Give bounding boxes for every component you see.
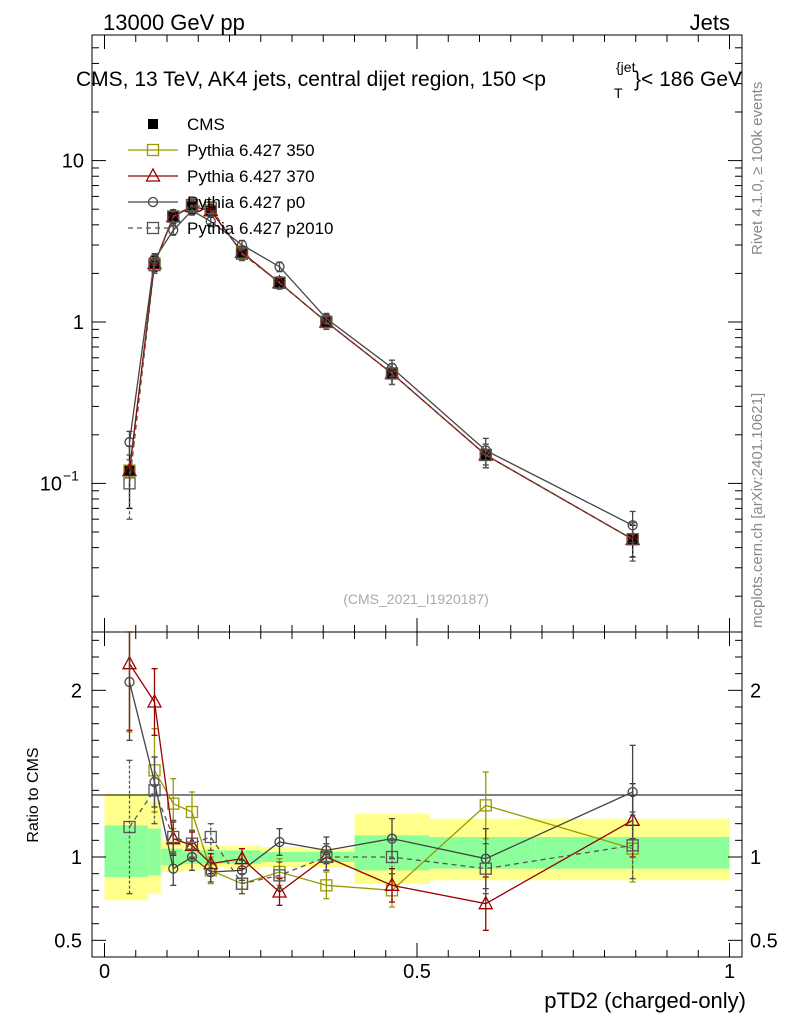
main-pythia-6-427-p2010-line — [128, 204, 633, 540]
ratio-pythia-6-427-p0-point — [168, 863, 179, 874]
main-pythia-6-427-p2010-point — [479, 448, 492, 462]
main-pythia-6-427-p0-point — [124, 437, 135, 448]
ratio-band-inner — [160, 848, 183, 866]
ratio-pythia-6-427-370-point — [384, 876, 400, 891]
ratio-y-tick-label-right: 2 — [750, 680, 761, 702]
ratio-y-axis-label: Ratio to CMS — [25, 747, 42, 842]
plot-title: CMS, 13 TeV, AK4 jets, central dijet reg… — [76, 68, 546, 91]
main-pythia-6-427-p2010-point — [123, 477, 136, 490]
ratio-pythia-6-427-p2010-point — [385, 850, 399, 864]
main-pythia-6-427-370-point — [121, 462, 138, 477]
ratio-y-tick-label: 2 — [71, 680, 82, 702]
legend-marker — [148, 119, 158, 129]
main-pythia-6-427-p2010-point — [185, 198, 199, 212]
main-pythia-6-427-370-line — [128, 205, 633, 540]
main-pythia-6-427-p2010-point — [320, 315, 333, 329]
legend-label: Pythia 6.427 370 — [187, 167, 315, 186]
legend-label: Pythia 6.427 p0 — [187, 193, 305, 212]
ratio-pythia-6-427-p0-point — [236, 865, 248, 876]
ratio-pythia-6-427-350-point — [320, 879, 333, 892]
ratio-pythia-6-427-p0-point — [124, 676, 135, 688]
legend-marker — [146, 221, 160, 235]
header-right-label: Jets — [690, 10, 730, 35]
ratio-pythia-6-427-p0-point — [186, 851, 198, 863]
mcplots-label: mcplots.cern.ch [arXiv:2401.10621] — [749, 393, 766, 628]
ratio-pythia-6-427-350-point — [167, 797, 180, 810]
main-pythia-6-427-p2010-point — [385, 367, 399, 380]
ratio-pythia-6-427-p2010-point — [626, 839, 639, 852]
main-pythia-6-427-370-point — [203, 202, 219, 217]
main-y-tick-label: 10 — [40, 473, 62, 495]
ratio-uncertainty-bands — [104, 793, 730, 901]
plot-title-subscript: T — [614, 85, 623, 101]
ratio-pythia-6-427-p0-point — [205, 866, 216, 878]
main-y-tick-label: 1 — [73, 312, 84, 334]
header-left-label: 13000 GeV pp — [103, 10, 245, 35]
legend-marker — [145, 167, 161, 182]
ratio-pythia-6-427-p0-point — [627, 786, 638, 798]
analysis-id-label: (CMS_2021_I1920187) — [343, 591, 489, 607]
ratio-pythia-6-427-p2010-point — [185, 837, 199, 850]
main-pythia-6-427-p2010-point — [167, 210, 180, 223]
ratio-pythia-6-427-350-point — [479, 799, 492, 812]
ratio-y-tick-label: 0.5 — [54, 930, 82, 952]
x-tick-label: 1 — [724, 961, 735, 983]
main-pythia-6-427-p0-point — [205, 216, 216, 227]
main-pythia-6-427-p2010-point — [204, 201, 217, 214]
ratio-pythia-6-427-p2010-point — [479, 862, 492, 875]
ratio-pythia-6-427-370-point — [146, 693, 163, 708]
legend-label: Pythia 6.427 p2010 — [187, 219, 334, 238]
ratio-pythia-6-427-p2010-point — [320, 850, 333, 864]
ratio-pythia-6-427-p0-point — [274, 836, 285, 848]
main-pythia-6-427-p2010-point — [626, 533, 639, 546]
main-pythia-6-427-p0-line — [128, 209, 633, 526]
main-y-tick-exponent: −1 — [63, 467, 79, 483]
ratio-band-inner — [260, 852, 305, 862]
ratio-band-inner — [104, 825, 149, 877]
rivet-version-label: Rivet 4.1.0, ≥ 100k events — [749, 82, 766, 255]
ratio-y-tick-label: 1 — [71, 847, 82, 869]
x-tick-label: 0 — [99, 961, 110, 983]
legend-marker — [147, 196, 159, 208]
ratio-pythia-6-427-p2010-point — [204, 830, 217, 844]
ratio-pythia-6-427-p2010-point — [273, 869, 286, 882]
ratio-series-group — [121, 631, 641, 931]
ratio-pythia-6-427-p2010-point — [148, 784, 161, 797]
x-tick-label: 0.5 — [403, 961, 431, 983]
plot-title-end: }< 186 GeV — [634, 68, 742, 91]
main-pythia-6-427-p2010-point — [273, 276, 286, 289]
ratio-pythia-6-427-p2010-point — [167, 830, 180, 844]
ratio-band-inner — [148, 828, 161, 876]
ratio-pythia-6-427-370-point — [271, 883, 288, 898]
ratio-pythia-6-427-350-line — [153, 770, 633, 892]
ratio-pythia-6-427-p2010-point — [123, 820, 136, 834]
main-y-tick-label: 10 — [62, 151, 84, 173]
main-pythia-6-427-p2010-point — [148, 258, 161, 272]
main-series-group — [121, 198, 641, 562]
ratio-y-tick-label-right: 0.5 — [750, 930, 778, 952]
ratio-pythia-6-427-370-point — [478, 895, 494, 910]
main-pythia-6-427-350-line — [128, 205, 633, 540]
legend-marker — [146, 143, 160, 157]
ratio-y-tick-label-right: 1 — [750, 847, 761, 869]
plot-title-main: CMS, 13 TeV, AK4 jets, central dijet reg… — [76, 68, 546, 91]
legend-label: CMS — [187, 115, 225, 134]
x-axis-label: pTD2 (charged-only) — [544, 988, 746, 1013]
legend-label: Pythia 6.427 350 — [187, 141, 315, 160]
main-pythia-6-427-p0-point — [168, 225, 179, 236]
ratio-pythia-6-427-350-point — [185, 805, 199, 819]
main-pythia-6-427-p2010-point — [235, 247, 249, 260]
legend: CMS Pythia 6.427 350 Pythia 6.427 370 Pythi… — [128, 115, 334, 238]
main-pythia-6-427-370-point — [234, 244, 250, 259]
plot-title-superscript: {jet — [616, 59, 636, 75]
main-pythia-6-427-p0-point — [274, 261, 285, 272]
ratio-pythia-6-427-p2010-point — [235, 877, 249, 890]
